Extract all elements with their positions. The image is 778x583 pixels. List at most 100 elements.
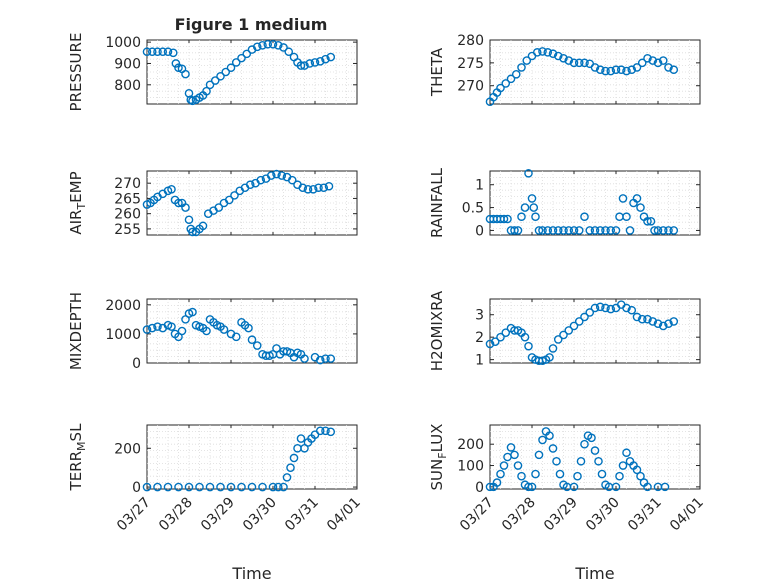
data-point [167,184,176,194]
data-point [181,69,190,79]
data-point [252,341,262,350]
data-point [524,168,533,178]
x-axis-label: Time [231,564,271,583]
data-point [499,214,509,224]
data-point [284,47,294,57]
y-axis-label-main: THETA [428,47,446,97]
data-point [585,226,595,235]
subplot-1: 800 900 1000 PRESSURE [67,33,358,111]
data-point [632,465,642,475]
data-point [252,42,262,52]
data-point [184,482,194,492]
y-tick-label: 0 [475,480,484,496]
data-point [595,65,605,75]
data-point [597,469,607,479]
data-point [506,443,516,452]
data-point [247,482,257,492]
y-tick-label: 2000 [105,298,141,314]
data-point [496,469,505,479]
y-tick-label: 275 [457,56,484,72]
data-point [158,47,168,57]
y-tick-label: 2 [475,330,484,346]
data-point [142,47,152,57]
y-axis-label-main: TERR [67,451,85,492]
data-point [590,303,600,313]
data-point [147,323,157,333]
data-point [527,194,537,203]
data-point [308,184,318,194]
data-point [576,456,586,466]
data-point [289,453,299,463]
data-point [496,332,505,342]
data-point [660,482,670,492]
data-point [569,321,579,331]
data-point [559,330,568,340]
data-point [300,61,309,70]
y-tick-label: 0 [132,480,141,496]
data-point [188,96,197,106]
y-tick-label: 200 [114,441,141,457]
data-point [513,461,523,470]
data-point [513,226,523,235]
data-point [224,195,234,205]
y-tick-label: 1 [475,353,484,369]
data-point [319,183,329,193]
data-point [496,83,505,93]
data-point [177,326,187,336]
y-tick-label: 0.5 [462,201,484,217]
data-point [585,308,595,317]
data-point [153,322,162,331]
data-point [202,86,211,96]
data-point [324,181,334,191]
y-axis-label-suffix: EMP [67,171,85,202]
data-point [569,58,579,68]
data-point [646,216,656,226]
y-tick-label: 1000 [105,35,141,51]
data-point [669,317,679,326]
data-point [216,71,225,81]
y-tick-label: 0 [475,223,484,239]
y-axis-label: MIXDEPTH [67,292,85,370]
y-tick-label: 0 [132,356,141,372]
y-tick-label: 1 [475,178,484,194]
data-point [552,456,561,466]
data-point [272,169,281,179]
data-point [580,212,589,222]
data-point [534,450,544,460]
data-point [622,66,631,76]
subplot-5: 0 1000 2000 MIXDEPTH [67,292,358,372]
data-point [326,427,336,437]
data-point [595,302,605,312]
data-point [569,226,579,235]
data-point [580,312,589,322]
data-point [202,326,211,336]
data-point [147,47,157,57]
data-point [601,66,610,76]
data-point [181,203,190,212]
y-axis-label-main: AIR [67,210,85,235]
data-point [548,49,558,59]
data-point [622,212,631,222]
data-point [268,39,278,49]
data-point [231,58,241,67]
data-point [601,303,610,313]
data-point [219,325,229,334]
y-axis-label-subscript: M [75,441,88,451]
y-tick-label: 800 [114,78,141,94]
data-point [618,194,628,203]
data-point [266,171,276,180]
data-point [580,58,589,68]
data-point [622,448,631,458]
data-point [168,48,178,58]
data-point [606,226,616,235]
data-point [258,41,267,50]
y-axis-label-main: MIXDEPTH [67,292,85,370]
data-point [501,79,511,88]
y-tick-label: 265 [114,191,141,207]
y-tick-label: 3 [475,308,484,324]
data-point [231,332,241,342]
data-point [653,58,663,68]
data-point [643,53,652,63]
data-point [506,74,516,84]
